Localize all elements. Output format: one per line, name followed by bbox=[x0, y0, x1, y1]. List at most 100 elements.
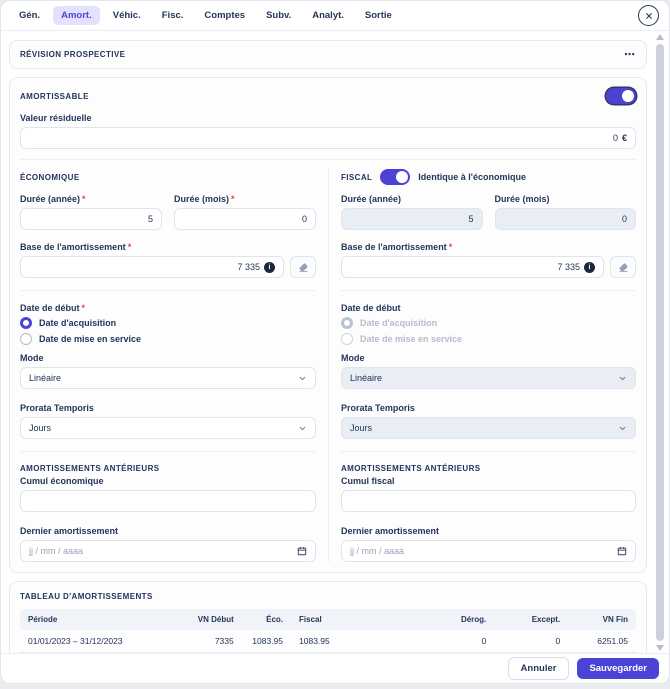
table-row[interactable]: 01/01/2024 – 31/12/20246251.051467146700… bbox=[20, 652, 636, 653]
table-cell: 1083.95 bbox=[299, 636, 330, 646]
table-cell: 0 bbox=[494, 652, 569, 653]
table-cell: 01/01/2024 – 31/12/2024 bbox=[20, 652, 168, 653]
radio-label: Date de mise en service bbox=[360, 334, 463, 344]
fis-base-label: Base de l'amortissement * bbox=[341, 242, 453, 252]
radio-selected-icon bbox=[20, 317, 32, 329]
column-header: VN Fin bbox=[568, 609, 636, 630]
table-header-row: Période VN Début Éco. Fiscal Dérog. Except. VN… bbox=[20, 609, 636, 630]
scroll-content: RÉVISION PROSPECTIVE ⋯ AMORTISSABLE Vale… bbox=[1, 32, 669, 653]
chevron-down-icon bbox=[299, 376, 306, 380]
amortization-table-card: TABLEAU D'AMORTISSEMENTS Période VN Début… bbox=[9, 581, 647, 653]
identique-toggle[interactable] bbox=[380, 169, 411, 185]
tab-subv[interactable]: Subv. bbox=[258, 6, 299, 25]
chevron-down-icon bbox=[619, 426, 626, 430]
fis-cumul-input[interactable] bbox=[341, 490, 636, 512]
eco-duree-mois-label: Durée (mois) * bbox=[174, 194, 235, 204]
cancel-button[interactable]: Annuler bbox=[507, 657, 570, 680]
fis-mode-select: Linéaire bbox=[341, 367, 636, 389]
info-icon[interactable]: i bbox=[584, 261, 595, 273]
tab-amort[interactable]: Amort. bbox=[53, 6, 100, 25]
revision-prospective-card: RÉVISION PROSPECTIVE ⋯ bbox=[9, 40, 647, 69]
column-header: Période bbox=[20, 609, 168, 630]
amortissable-toggle[interactable] bbox=[606, 88, 636, 104]
eco-mode-select[interactable]: Linéaire bbox=[20, 367, 316, 389]
table-cell: 1467 bbox=[241, 652, 292, 653]
date-placeholder: jj / mm / aaaa bbox=[29, 546, 84, 556]
ellipsis-menu-icon[interactable]: ⋯ bbox=[624, 48, 636, 61]
radio-label: Date d'acquisition bbox=[39, 318, 117, 328]
scroll-down-arrow-icon[interactable] bbox=[656, 645, 664, 651]
fis-dernier-date-input[interactable]: jj / mm / aaaa bbox=[341, 540, 636, 562]
fis-radio-mise-en-service: Date de mise en service bbox=[341, 333, 636, 345]
eco-dernier-date-input[interactable]: jj / mm / aaaa bbox=[20, 540, 316, 562]
amortissable-label: AMORTISSABLE bbox=[20, 91, 89, 101]
fis-prorata-label: Prorata Temporis bbox=[341, 403, 415, 413]
eco-dernier-label: Dernier amortissement bbox=[20, 526, 119, 536]
calendar-icon bbox=[297, 547, 307, 556]
radio-selected-disabled-icon bbox=[341, 317, 353, 329]
eco-duree-annee-input[interactable] bbox=[20, 208, 162, 230]
tab-sortie[interactable]: Sortie bbox=[357, 6, 400, 25]
eco-reset-button[interactable] bbox=[290, 256, 316, 278]
scroll-up-arrow-icon[interactable] bbox=[656, 34, 664, 40]
eco-base-input[interactable]: 7 335 i bbox=[20, 256, 284, 278]
eraser-icon bbox=[298, 262, 308, 272]
euro-symbol: € bbox=[621, 133, 627, 143]
fis-cumul-label: Cumul fiscal bbox=[341, 476, 395, 486]
fis-prorata-select: Jours bbox=[341, 417, 636, 439]
eco-duree-mois-input[interactable] bbox=[174, 208, 316, 230]
chevron-down-icon bbox=[619, 376, 626, 380]
fis-reset-button[interactable] bbox=[610, 256, 636, 278]
tab-gen[interactable]: Gén. bbox=[11, 6, 48, 25]
eco-prorata-label: Prorata Temporis bbox=[20, 403, 94, 413]
table-title: TABLEAU D'AMORTISSEMENTS bbox=[20, 592, 153, 601]
close-icon bbox=[645, 12, 652, 19]
eco-radio-date-acquisition[interactable]: Date d'acquisition bbox=[20, 317, 316, 329]
fis-dernier-label: Dernier amortissement bbox=[341, 526, 440, 536]
eco-cumul-input[interactable] bbox=[20, 490, 316, 512]
tab-fisc[interactable]: Fisc. bbox=[154, 6, 192, 25]
tab-vehic[interactable]: Véhic. bbox=[105, 6, 149, 25]
table-cell: 1467 bbox=[291, 652, 396, 653]
fis-prorata-value: Jours bbox=[350, 423, 373, 433]
amortization-table: Période VN Début Éco. Fiscal Dérog. Except. VN… bbox=[20, 609, 636, 653]
fis-date-debut-label: Date de début bbox=[341, 303, 401, 313]
fiscal-title: FISCAL bbox=[341, 172, 373, 182]
economique-column: ÉCONOMIQUE Durée (année)* Durée (mois)* … bbox=[20, 169, 328, 562]
table-cell: 4784.05 bbox=[568, 652, 636, 653]
eco-cumul-label: Cumul économique bbox=[20, 476, 104, 486]
table-cell: 0 bbox=[481, 636, 487, 646]
fis-radio-date-acquisition: Date d'acquisition bbox=[341, 317, 636, 329]
save-button[interactable]: Sauvegarder bbox=[577, 658, 659, 679]
fis-base-value: 7 335 bbox=[557, 262, 580, 272]
footer-bar: Annuler Sauvegarder bbox=[1, 653, 669, 683]
eco-prorata-select[interactable]: Jours bbox=[20, 417, 316, 439]
tab-comptes[interactable]: Comptes bbox=[196, 6, 253, 25]
fis-duree-mois-input bbox=[494, 208, 636, 230]
scrollbar-thumb[interactable] bbox=[656, 44, 664, 641]
info-icon[interactable]: i bbox=[264, 261, 275, 273]
amortization-form-card: AMORTISSABLE Valeur résiduelle 0 € ÉCONO… bbox=[9, 77, 647, 573]
vertical-scrollbar[interactable] bbox=[654, 34, 666, 651]
fis-duree-annee-input bbox=[341, 208, 483, 230]
fiscal-column: FISCAL Identique à l'économique Durée (a… bbox=[328, 169, 636, 562]
eco-date-debut-label: Date de début * bbox=[20, 303, 86, 313]
eco-radio-mise-en-service[interactable]: Date de mise en service bbox=[20, 333, 316, 345]
column-header: Dérog. bbox=[395, 609, 495, 630]
column-header: VN Début bbox=[167, 609, 242, 630]
table-cell: 01/01/2023 – 31/12/2023 bbox=[28, 636, 123, 646]
radio-unselected-icon bbox=[20, 333, 32, 345]
tab-analyt[interactable]: Analyt. bbox=[304, 6, 352, 25]
column-header: Éco. bbox=[241, 609, 292, 630]
close-button[interactable] bbox=[638, 5, 659, 26]
tab-bar: Gén. Amort. Véhic. Fisc. Comptes Subv. Analyt.… bbox=[1, 1, 669, 31]
radio-label: Date de mise en service bbox=[39, 334, 142, 344]
table-row[interactable]: 01/01/2023 – 31/12/2023 7335 1083.95 1083.9… bbox=[20, 630, 636, 653]
table-cell: 6251.05 bbox=[597, 636, 628, 646]
valeur-residuelle-input[interactable]: 0 € bbox=[20, 127, 636, 149]
table-cell: 1083.95 bbox=[252, 636, 284, 646]
fis-base-input[interactable]: 7 335 i bbox=[341, 256, 604, 278]
identique-label: Identique à l'économique bbox=[418, 172, 526, 182]
eco-prorata-value: Jours bbox=[29, 423, 52, 433]
